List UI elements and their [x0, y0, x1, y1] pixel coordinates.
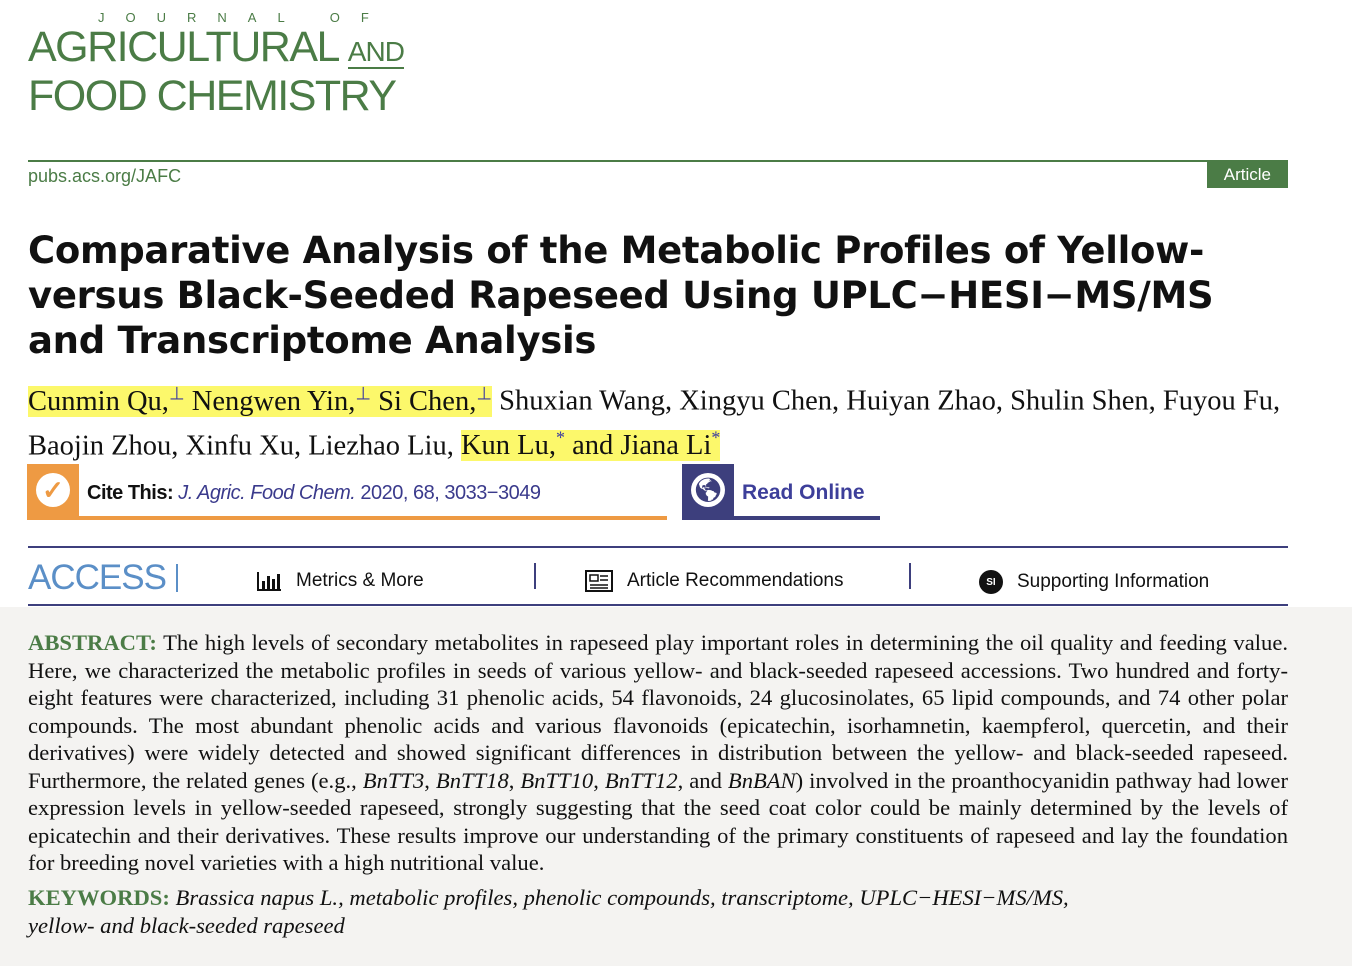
- si-icon: SI: [979, 570, 1003, 594]
- article-type-badge: Article: [1206, 161, 1288, 188]
- divider: [28, 546, 1288, 548]
- journal-url[interactable]: pubs.acs.org/JAFC: [28, 166, 182, 186]
- globe-icon: 🌎︎: [682, 464, 734, 516]
- divider: [28, 604, 1288, 606]
- cite-this-button[interactable]: ✓ Cite This: J. Agric. Food Chem. 2020, …: [27, 464, 667, 520]
- journal-logo: JOURNAL OF AGRICULTURAL AND FOOD CHEMIST…: [28, 10, 405, 120]
- newspaper-icon: [585, 570, 613, 592]
- abstract: ABSTRACT: The high levels of secondary m…: [28, 630, 1288, 875]
- bar-chart-icon: [257, 572, 281, 591]
- author-list: Cunmin Qu,⊥ Nengwen Yin,⊥ Si Chen,⊥ Shux…: [28, 383, 1281, 461]
- tab-recommendations[interactable]: Article Recommendations: [585, 570, 843, 592]
- article-title: Comparative Analysis of the Metabolic Pr…: [28, 229, 1214, 362]
- abstract-panel: [0, 607, 1352, 966]
- keywords: KEYWORDS: Brassica napus L., metabolic p…: [28, 885, 1069, 938]
- author[interactable]: Kun Lu,: [460, 430, 556, 461]
- tab-separator: [534, 563, 536, 589]
- tab-separator: [909, 563, 911, 589]
- author[interactable]: Si Chen,: [378, 385, 477, 417]
- header-rule: [28, 160, 1288, 162]
- read-online-button[interactable]: 🌎︎ Read Online: [682, 464, 880, 520]
- access-label: ACCESS: [28, 558, 178, 597]
- checkmark-icon: ✓: [27, 464, 79, 516]
- tab-metrics[interactable]: Metrics & More: [256, 570, 424, 592]
- tab-supporting-information[interactable]: SI Supporting Information: [979, 570, 1209, 594]
- author[interactable]: Jiana Li: [620, 430, 712, 461]
- author[interactable]: Nengwen Yin,: [191, 385, 356, 417]
- author[interactable]: Cunmin Qu,: [28, 385, 169, 417]
